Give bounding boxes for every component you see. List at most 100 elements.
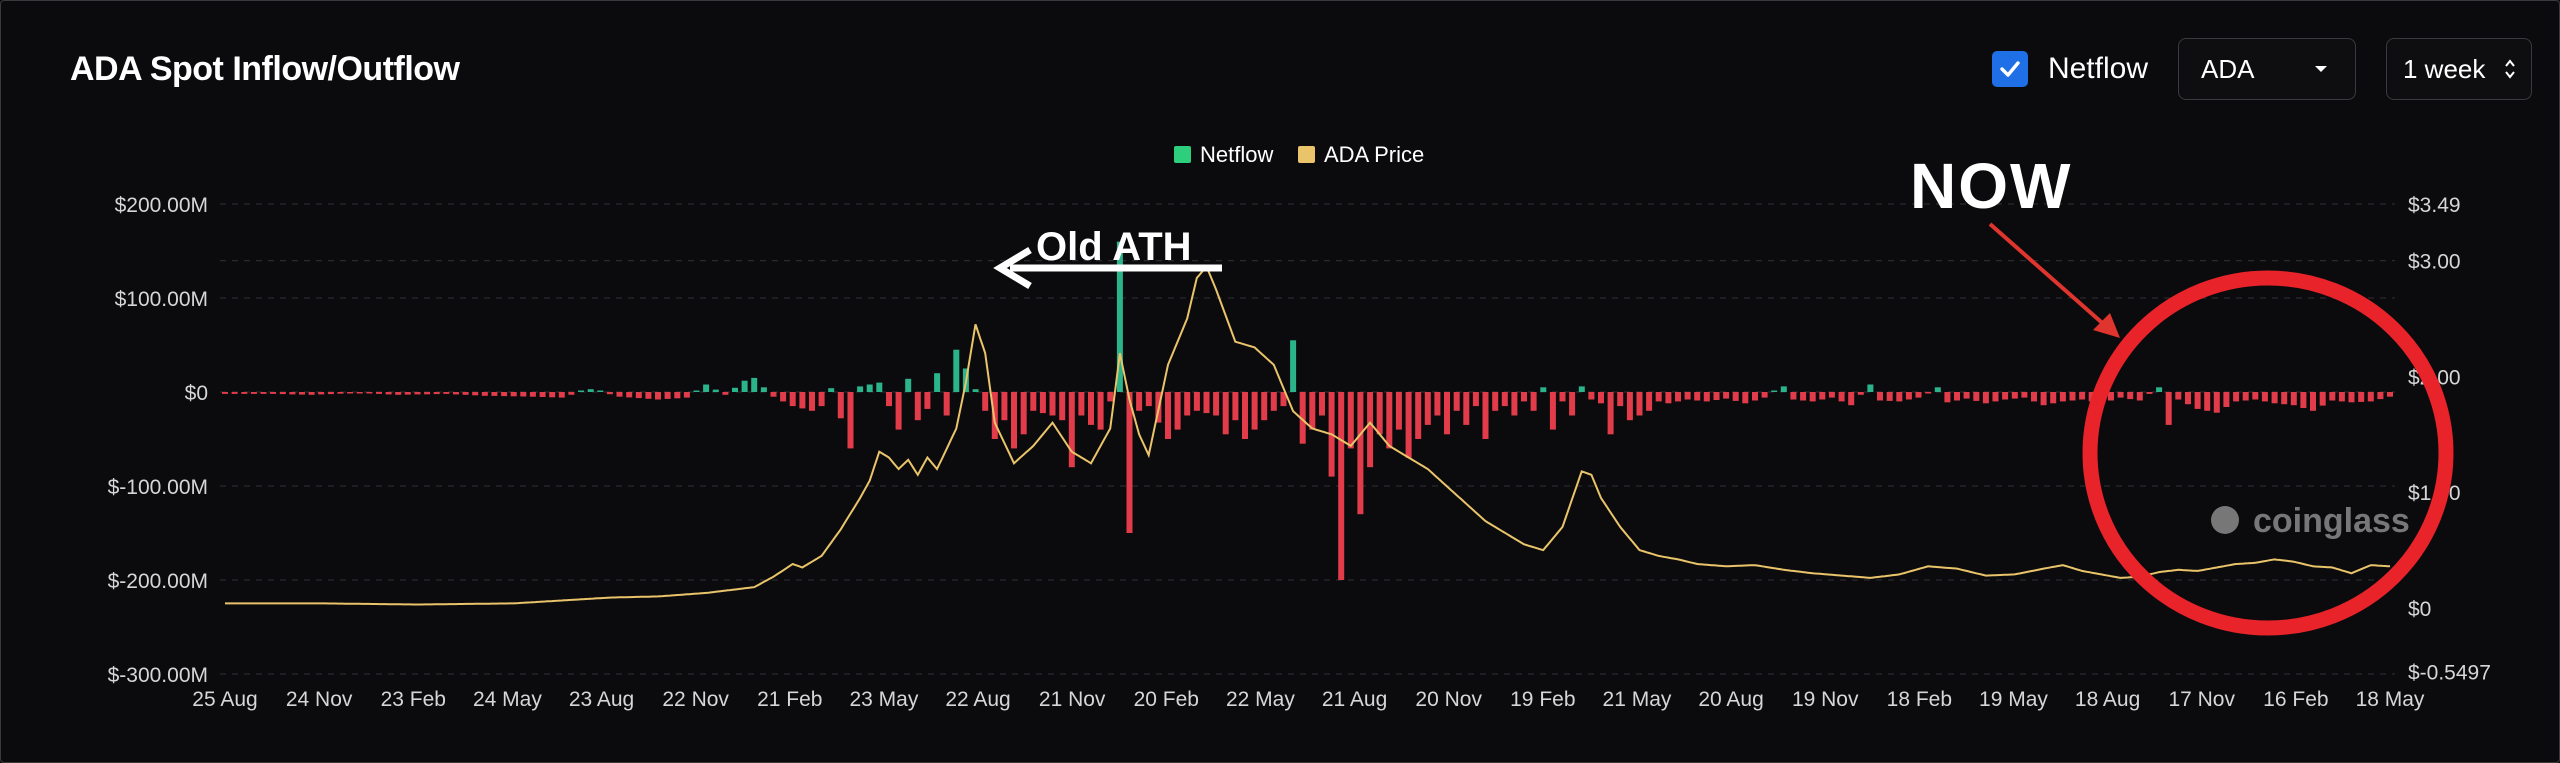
- netflow-bar: [683, 392, 690, 398]
- netflow-bar: [1463, 392, 1470, 425]
- netflow-bar: [1848, 392, 1855, 406]
- netflow-bar: [2040, 392, 2047, 406]
- netflow-bar: [414, 392, 421, 395]
- netflow-bar: [1800, 392, 1807, 401]
- netflow-bar: [1367, 392, 1374, 468]
- netflow-bar: [1819, 392, 1826, 400]
- netflow-bar: [1944, 392, 1951, 403]
- coin-select[interactable]: ADA: [2178, 38, 2356, 100]
- netflow-bar: [664, 392, 671, 399]
- x-axis-tick-label: 20 Feb: [1134, 688, 1199, 711]
- netflow-bar: [1174, 392, 1181, 430]
- netflow-bar: [501, 392, 508, 397]
- netflow-bar: [1145, 392, 1152, 407]
- netflow-bar: [1530, 392, 1537, 411]
- x-axis-tick-label: 21 Nov: [1039, 688, 1106, 711]
- x-axis-tick-label: 21 Feb: [757, 688, 822, 711]
- netflow-bar: [674, 392, 681, 399]
- checkbox-icon[interactable]: [1991, 51, 2028, 87]
- netflow-bar: [2338, 392, 2345, 402]
- netflow-bar: [2108, 392, 2114, 401]
- netflow-bar: [250, 392, 257, 394]
- netflow-bar: [1838, 392, 1845, 402]
- netflow-bar: [1444, 392, 1450, 435]
- legend-price-swatch[interactable]: [1298, 146, 1315, 163]
- netflow-bar: [1828, 392, 1835, 398]
- netflow-bar: [453, 392, 459, 395]
- netflow-bar: [491, 392, 498, 396]
- netflow-bar: [1588, 392, 1595, 400]
- x-axis-tick-label: 19 Feb: [1510, 688, 1575, 711]
- x-axis-tick-label: 24 May: [473, 688, 542, 711]
- netflow-bar: [626, 392, 633, 398]
- netflow-bar: [1617, 392, 1624, 407]
- legend-netflow-swatch[interactable]: [1174, 146, 1191, 163]
- netflow-bar: [327, 392, 334, 395]
- left-axis-tick-label: $0: [185, 382, 208, 405]
- netflow-bar: [1761, 392, 1768, 398]
- netflow-bar: [510, 392, 517, 397]
- netflow-bar: [1492, 392, 1499, 411]
- netflow-bar: [2358, 392, 2365, 402]
- netflow-bar: [356, 392, 363, 394]
- watermark-text: coinglass: [2253, 502, 2410, 540]
- netflow-bar: [1742, 392, 1749, 404]
- netflow-bar: [395, 392, 402, 395]
- netflow-bar: [2185, 392, 2191, 405]
- netflow-bar: [616, 392, 623, 397]
- netflow-bar: [645, 392, 652, 399]
- netflow-bar: [741, 380, 748, 392]
- netflow-bar: [1896, 392, 1903, 402]
- netflow-bar: [433, 392, 440, 395]
- netflow-bar: [1280, 392, 1287, 407]
- range-select[interactable]: 1 week: [2386, 38, 2532, 100]
- netflow-bar: [578, 390, 584, 392]
- netflow-bar: [1261, 392, 1268, 421]
- netflow-bar: [1925, 392, 1932, 394]
- netflow-bar: [443, 392, 450, 394]
- legend-price-label[interactable]: ADA Price: [1324, 142, 1424, 167]
- arrowhead-left-icon: [993, 246, 1032, 290]
- netflow-bar: [1732, 392, 1739, 401]
- netflow-bar: [780, 392, 787, 402]
- netflow-bar: [1078, 392, 1085, 416]
- netflow-bar: [799, 392, 806, 409]
- x-axis-tick-label: 24 Nov: [286, 688, 353, 711]
- netflow-bar: [1453, 392, 1460, 411]
- netflow-bar: [828, 388, 835, 392]
- netflow-bar: [1319, 392, 1325, 416]
- netflow-bar: [318, 392, 325, 395]
- x-axis-tick-label: 20 Nov: [1415, 688, 1482, 711]
- chart-controls: Netflow ADA 1 week: [1991, 38, 2532, 100]
- netflow-bar: [847, 392, 854, 449]
- netflow-bar: [770, 392, 777, 397]
- netflow-bar: [1771, 390, 1778, 392]
- netflow-bar: [2079, 392, 2086, 400]
- netflow-bar: [1434, 392, 1441, 416]
- netflow-bar: [1472, 392, 1479, 407]
- netflow-bar: [1905, 392, 1912, 400]
- netflow-bar: [1675, 392, 1681, 402]
- netflow-toggle[interactable]: Netflow: [1991, 51, 2148, 87]
- x-axis-tick-label: 18 Aug: [2075, 688, 2140, 711]
- netflow-bar: [2136, 392, 2143, 401]
- netflow-bar: [1626, 392, 1633, 421]
- netflow-bar: [1338, 392, 1345, 580]
- netflow-bar: [539, 392, 546, 397]
- netflow-bar: [1232, 392, 1239, 421]
- legend-netflow-label[interactable]: Netflow: [1200, 142, 1273, 167]
- netflow-bar: [2377, 392, 2384, 400]
- netflow-bar: [1193, 392, 1200, 411]
- netflow-bar: [1059, 392, 1066, 421]
- netflow-bar: [1578, 386, 1585, 392]
- netflow-bar: [1136, 392, 1143, 411]
- netflow-bars: [222, 241, 2393, 580]
- watermark: coinglass: [2211, 502, 2410, 540]
- netflow-bar: [1684, 392, 1691, 400]
- netflow-bar: [299, 392, 305, 395]
- netflow-bar: [462, 392, 469, 395]
- netflow-bar: [2242, 392, 2249, 401]
- x-axis-tick-label: 23 Aug: [569, 688, 634, 711]
- netflow-bar: [1011, 392, 1017, 449]
